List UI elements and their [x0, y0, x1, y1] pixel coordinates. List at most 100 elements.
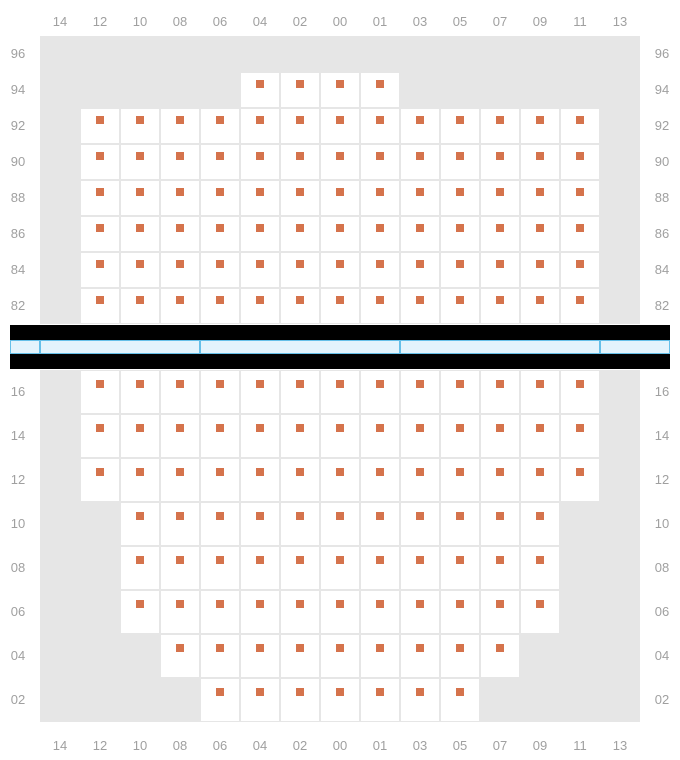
seat-cell[interactable]: [440, 370, 480, 414]
seat-cell[interactable]: [80, 414, 120, 458]
seat-cell[interactable]: [160, 180, 200, 216]
seat-cell[interactable]: [160, 590, 200, 634]
seat-cell[interactable]: [120, 458, 160, 502]
seat-cell[interactable]: [440, 216, 480, 252]
seat-cell[interactable]: [360, 634, 400, 678]
seat-cell[interactable]: [320, 502, 360, 546]
seat-cell[interactable]: [240, 546, 280, 590]
seat-cell[interactable]: [320, 144, 360, 180]
seat-cell[interactable]: [480, 216, 520, 252]
seat-cell[interactable]: [480, 288, 520, 324]
seat-cell[interactable]: [120, 144, 160, 180]
seat-cell[interactable]: [160, 288, 200, 324]
seat-cell[interactable]: [520, 216, 560, 252]
seat-cell[interactable]: [560, 458, 600, 502]
seat-cell[interactable]: [160, 216, 200, 252]
seat-cell[interactable]: [320, 216, 360, 252]
seat-cell[interactable]: [440, 288, 480, 324]
seat-cell[interactable]: [200, 252, 240, 288]
seat-cell[interactable]: [200, 144, 240, 180]
seat-cell[interactable]: [360, 678, 400, 722]
seat-cell[interactable]: [80, 288, 120, 324]
seat-cell[interactable]: [160, 252, 200, 288]
seat-cell[interactable]: [320, 546, 360, 590]
seat-cell[interactable]: [280, 458, 320, 502]
seat-cell[interactable]: [120, 216, 160, 252]
seat-cell[interactable]: [120, 590, 160, 634]
seat-cell[interactable]: [400, 458, 440, 502]
seat-cell[interactable]: [160, 634, 200, 678]
seat-cell[interactable]: [280, 288, 320, 324]
seat-cell[interactable]: [240, 252, 280, 288]
seat-cell[interactable]: [240, 458, 280, 502]
seat-cell[interactable]: [280, 108, 320, 144]
seat-cell[interactable]: [280, 546, 320, 590]
seat-cell[interactable]: [360, 414, 400, 458]
seat-cell[interactable]: [80, 144, 120, 180]
seat-cell[interactable]: [280, 252, 320, 288]
seat-cell[interactable]: [440, 546, 480, 590]
seat-cell[interactable]: [200, 180, 240, 216]
seat-cell[interactable]: [160, 144, 200, 180]
seat-cell[interactable]: [240, 144, 280, 180]
seat-cell[interactable]: [280, 678, 320, 722]
seat-cell[interactable]: [560, 288, 600, 324]
seat-cell[interactable]: [480, 590, 520, 634]
seat-cell[interactable]: [80, 216, 120, 252]
seat-cell[interactable]: [280, 502, 320, 546]
seat-cell[interactable]: [440, 590, 480, 634]
seat-cell[interactable]: [360, 502, 400, 546]
seat-cell[interactable]: [440, 502, 480, 546]
seat-cell[interactable]: [240, 108, 280, 144]
seat-cell[interactable]: [320, 252, 360, 288]
seat-cell[interactable]: [240, 216, 280, 252]
seat-cell[interactable]: [480, 546, 520, 590]
seat-cell[interactable]: [120, 414, 160, 458]
seat-cell[interactable]: [520, 370, 560, 414]
seat-cell[interactable]: [360, 252, 400, 288]
seat-cell[interactable]: [520, 590, 560, 634]
seat-cell[interactable]: [400, 252, 440, 288]
seat-cell[interactable]: [320, 72, 360, 108]
seat-cell[interactable]: [400, 546, 440, 590]
seat-cell[interactable]: [80, 458, 120, 502]
seat-cell[interactable]: [160, 458, 200, 502]
seat-cell[interactable]: [520, 288, 560, 324]
seat-cell[interactable]: [280, 590, 320, 634]
seat-cell[interactable]: [360, 370, 400, 414]
seat-cell[interactable]: [200, 502, 240, 546]
seat-cell[interactable]: [200, 370, 240, 414]
seat-cell[interactable]: [360, 108, 400, 144]
seat-cell[interactable]: [320, 678, 360, 722]
seat-cell[interactable]: [520, 458, 560, 502]
seat-cell[interactable]: [240, 414, 280, 458]
seat-cell[interactable]: [160, 546, 200, 590]
seat-cell[interactable]: [200, 546, 240, 590]
seat-cell[interactable]: [320, 370, 360, 414]
seat-cell[interactable]: [200, 216, 240, 252]
seat-cell[interactable]: [480, 180, 520, 216]
seat-cell[interactable]: [160, 502, 200, 546]
seat-cell[interactable]: [480, 502, 520, 546]
seat-cell[interactable]: [360, 546, 400, 590]
seat-cell[interactable]: [120, 502, 160, 546]
seat-cell[interactable]: [120, 370, 160, 414]
seat-cell[interactable]: [400, 180, 440, 216]
seat-cell[interactable]: [120, 180, 160, 216]
seat-cell[interactable]: [440, 678, 480, 722]
seat-cell[interactable]: [520, 502, 560, 546]
seat-cell[interactable]: [400, 144, 440, 180]
seat-cell[interactable]: [200, 678, 240, 722]
seat-cell[interactable]: [480, 108, 520, 144]
seat-cell[interactable]: [240, 288, 280, 324]
seat-cell[interactable]: [400, 288, 440, 324]
seat-cell[interactable]: [480, 414, 520, 458]
seat-cell[interactable]: [480, 370, 520, 414]
seat-cell[interactable]: [400, 590, 440, 634]
seat-cell[interactable]: [560, 252, 600, 288]
seat-cell[interactable]: [400, 370, 440, 414]
seat-cell[interactable]: [560, 180, 600, 216]
seat-cell[interactable]: [80, 180, 120, 216]
seat-cell[interactable]: [200, 634, 240, 678]
seat-cell[interactable]: [240, 370, 280, 414]
